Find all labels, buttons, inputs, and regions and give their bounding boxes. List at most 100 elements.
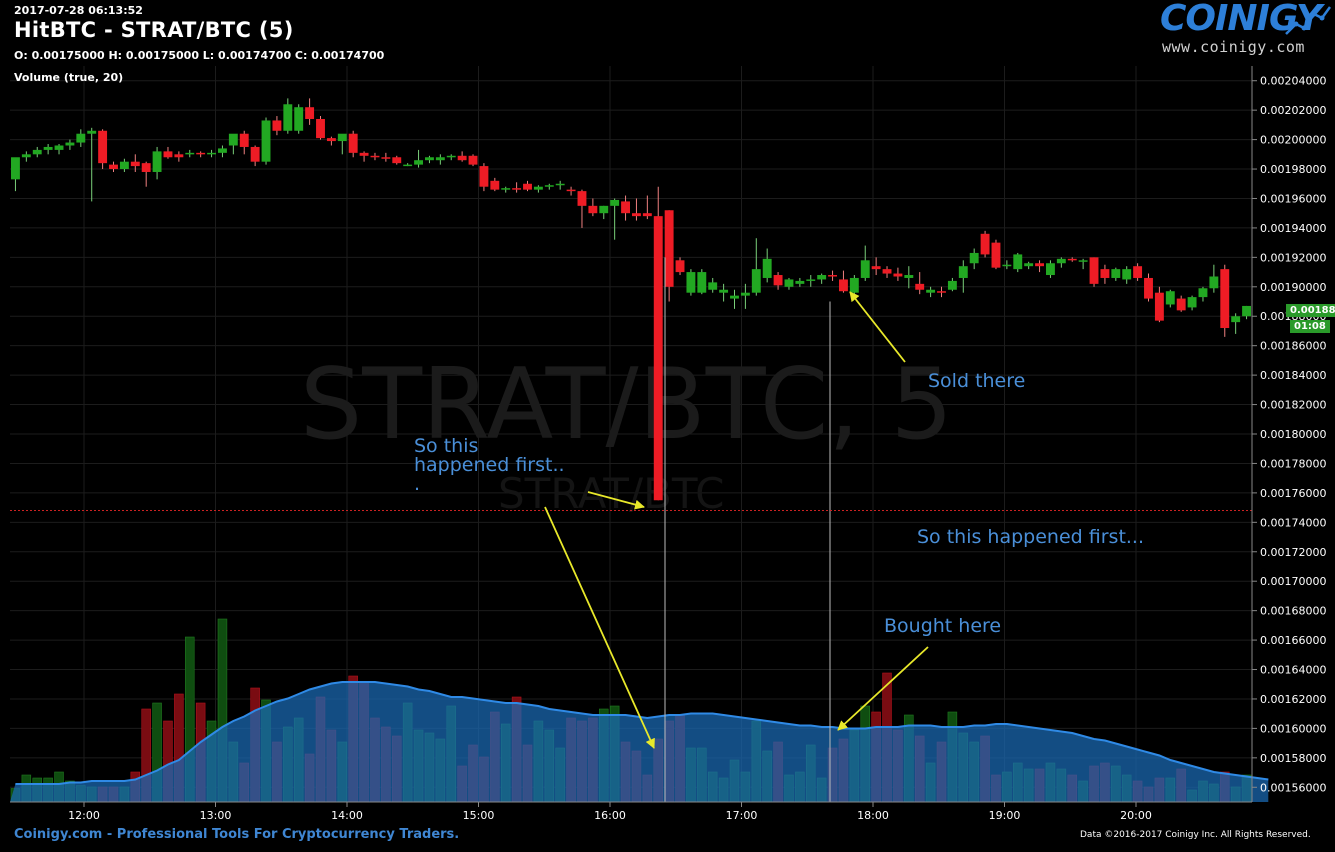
candle-body [392,157,402,164]
volume-indicator-label[interactable]: Volume (true, 20) [14,71,124,84]
candle-body [860,260,870,278]
x-tick-label: 18:00 [857,809,889,822]
y-tick-label: 0.00186000 [1260,340,1326,353]
y-tick-label: 0.00184000 [1260,369,1326,382]
candle-body [403,164,413,167]
candle-body [512,188,522,190]
volume-ma-line [15,681,1269,785]
candle-body [708,282,718,290]
y-tick-label: 0.00180000 [1260,428,1326,441]
candle-body [588,205,598,214]
candle-body [261,120,271,162]
candle-body [642,213,652,217]
candle-body [43,146,53,150]
candle-body [283,104,293,131]
annotation-happened-first-left: So this happened first.. . [414,437,565,494]
candle-body [566,189,576,192]
candle-body [435,157,445,161]
candle-body [610,199,620,206]
candle-body [849,277,859,293]
candle-body [1133,266,1143,278]
candle-body [11,157,20,180]
candle-countdown-tag: 01:08 [1290,320,1330,333]
candle-body [1242,305,1251,317]
candle-body [109,164,118,170]
candle-body [501,188,511,190]
annotation-arrow [587,491,645,510]
candle-body [425,157,434,161]
x-tick-label: 13:00 [200,809,232,822]
candle-body [544,185,554,187]
x-tick-label: 17:00 [726,809,758,822]
candle-body [1231,316,1241,323]
y-tick-label: 0.00200000 [1260,134,1326,147]
y-tick-label: 0.00190000 [1260,281,1326,294]
footer-tagline[interactable]: Coinigy.com - Professional Tools For Cry… [14,827,460,842]
x-tick-label: 14:00 [331,809,363,822]
y-tick-label: 0.00172000 [1260,546,1326,559]
logo-wordmark: COINIGY [1160,0,1322,39]
y-tick-label: 0.00202000 [1260,104,1326,117]
last-price-tag: 0.00188700 [1286,304,1335,317]
logo-url: www.coinigy.com [1162,38,1305,56]
chart-title: HitBTC - STRAT/BTC (5) [14,18,294,42]
y-tick-label: 0.00182000 [1260,399,1326,412]
candle-body [1013,254,1023,270]
candle-body [1100,269,1110,278]
candle-body [1067,258,1077,261]
candle-body [1111,269,1121,278]
candle-body [54,145,64,150]
footer-copyright: Data ©2016-2017 Coinigy Inc. All Rights … [1080,830,1311,840]
candle-body [1187,297,1197,308]
candle-body [664,210,674,287]
candle-body [1089,257,1099,284]
candle-body [599,205,609,214]
candle-body [163,151,173,158]
candle-body [1198,288,1208,298]
candle-body [839,279,848,292]
y-tick-label: 0.00158000 [1260,752,1326,765]
logo-chart-icon [1285,6,1332,35]
candle-body [893,273,903,277]
y-tick-label: 0.00194000 [1260,222,1326,235]
ohlc-readout: O: 0.00175000 H: 0.00175000 L: 0.0017470… [14,49,385,62]
volume-ma-area [10,682,1269,802]
candle-body [730,295,739,299]
annotation-line: So this [414,435,479,457]
timestamp: 2017-07-28 06:13:52 [14,4,143,17]
coinigy-logo[interactable]: COINIGY www.coinigy.com [1158,0,1332,60]
volume-moving-average [10,681,1269,802]
candle-body [555,183,565,186]
candle-body [947,280,957,290]
candle-body [348,133,358,153]
candle-body [806,279,816,281]
candle-body [294,107,304,131]
annotation-line: . [414,473,421,495]
candle-body [817,275,827,280]
candle-body [141,163,151,172]
annotation-sold-there: Sold there [928,370,1026,392]
candle-body [1209,276,1219,289]
candle-body [381,157,391,159]
candle-body [969,252,979,264]
chart-grid [10,66,1252,802]
candle-body [370,155,380,158]
candle-body [828,275,837,277]
candle-body [76,133,86,143]
y-tick-label: 0.00168000 [1260,605,1326,618]
candle-body [740,292,750,296]
y-tick-label: 0.00192000 [1260,251,1326,264]
candle-body [773,275,783,286]
x-tick-label: 12:00 [68,809,100,822]
candle-body [207,152,216,155]
candle-body [675,260,685,273]
candle-body [926,289,936,293]
y-tick-label: 0.00204000 [1260,75,1326,88]
y-tick-label: 0.00164000 [1260,664,1326,677]
candle-body [196,152,206,155]
candle-body [882,269,892,274]
annotation-happened-first-right: So this happened first... [917,526,1145,548]
y-tick-label: 0.00198000 [1260,163,1326,176]
y-tick-label: 0.00178000 [1260,457,1326,470]
